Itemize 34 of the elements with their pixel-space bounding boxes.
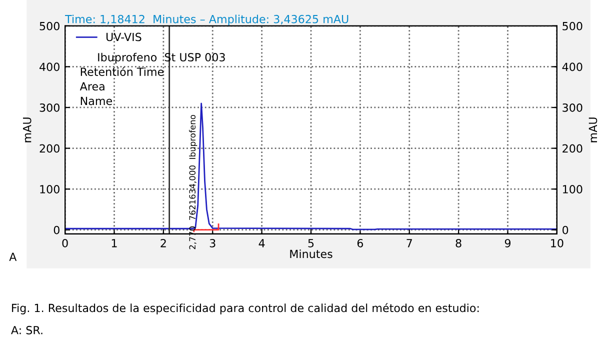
- x-tick-label: 8: [456, 238, 462, 248]
- chart-title: Time: 1,18412 Minutes – Amplitude: 3,43625 mAU: [65, 14, 348, 26]
- y2-tick-label: 200: [562, 144, 582, 153]
- annotation: Retentión Time: [80, 66, 164, 76]
- y2-tick-label: 400: [562, 62, 582, 72]
- x-axis-title: Minutes: [290, 250, 332, 258]
- text: A: SR.: [11, 326, 42, 334]
- y2-tick-label: 100: [563, 185, 582, 194]
- annotation: Area: [80, 82, 104, 91]
- annotation: Name: [80, 96, 112, 106]
- y2-tick-label: 0: [562, 226, 568, 234]
- y2-tick-label: 300: [562, 103, 582, 112]
- x-tick-label: 10: [551, 238, 564, 248]
- y-tick-label: 0: [54, 226, 60, 234]
- x-tick-label: 7: [406, 239, 412, 248]
- text: A: [9, 252, 17, 261]
- y-tick-label: 300: [40, 103, 60, 112]
- y-tick-label: 500: [40, 22, 60, 30]
- x-tick-label: 9: [504, 238, 510, 248]
- y-tick-label: 400: [40, 62, 60, 72]
- x-tick-label: 6: [357, 238, 364, 248]
- x-tick-label: 3: [210, 238, 216, 248]
- x-tick-label: 2: [160, 238, 166, 248]
- y2-tick-label: 500: [562, 22, 582, 30]
- legend-label: UV-VIS: [106, 32, 142, 42]
- x-tick-label: 0: [62, 238, 68, 248]
- y-tick-label: 100: [40, 185, 60, 194]
- x-tick-label: 1: [112, 239, 117, 248]
- y-tick-label: 200: [40, 144, 60, 153]
- x-tick-label: 5: [308, 239, 314, 248]
- y2-axis-title: mAU: [588, 118, 598, 142]
- caption: Fig. 1. Resultados de la especificidad para control de calidad del método en estudio:: [12, 303, 479, 314]
- x-tick-label: 4: [258, 239, 265, 248]
- y-axis-title: mAU: [23, 118, 32, 142]
